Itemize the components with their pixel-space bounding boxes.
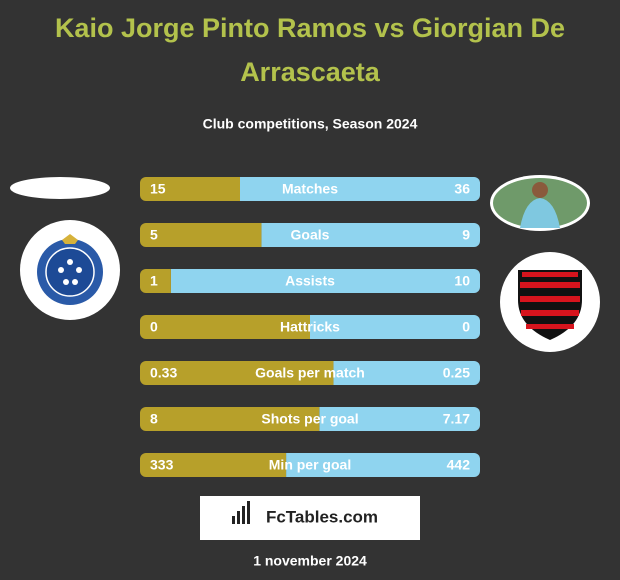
right-value: 9 (462, 227, 470, 243)
bar-group (140, 361, 480, 385)
bar-group (140, 223, 480, 247)
bar-group (140, 269, 480, 293)
right-club-logo (500, 252, 600, 352)
left-bar (140, 177, 240, 201)
right-value: 7.17 (443, 411, 470, 427)
right-bar (261, 223, 480, 247)
stat-label: Goals (291, 227, 330, 243)
left-value: 8 (150, 411, 158, 427)
left-value: 5 (150, 227, 158, 243)
left-bar (140, 269, 171, 293)
right-value: 36 (454, 181, 470, 197)
left-value: 0 (150, 319, 158, 335)
right-bar (319, 407, 480, 431)
title: Kaio Jorge Pinto Ramos vs Giorgian De Ar… (54, 13, 566, 87)
stat-label: Hattricks (280, 319, 340, 335)
right-value: 0 (462, 319, 470, 335)
stat-label: Shots per goal (261, 411, 358, 427)
right-value: 0.25 (443, 365, 470, 381)
stat-row: 333 442 Min per goal (140, 453, 480, 477)
stat-label: Matches (282, 181, 338, 197)
stat-row: 0.33 0.25 Goals per match (140, 361, 480, 385)
brand-box (200, 496, 420, 540)
right-value: 10 (454, 273, 470, 289)
left-bar (140, 315, 310, 339)
right-bar (286, 453, 480, 477)
brand-icon (232, 501, 250, 524)
canvas: Club competitions, Season 2024 15 36Match… (10, 116, 600, 569)
right-bar (170, 269, 480, 293)
stat-row: 15 36 Matches (140, 177, 480, 201)
bar-group (140, 315, 480, 339)
left-bar (140, 407, 320, 431)
stat-label: Assists (285, 273, 335, 289)
stat-label: Goals per match (255, 365, 365, 381)
left-value: 0.33 (150, 365, 177, 381)
bar-group (140, 407, 480, 431)
stat-row: 1 10 Assists (140, 269, 480, 293)
bar-group (140, 177, 480, 201)
left-bar (140, 361, 334, 385)
left-club-logo (20, 220, 120, 320)
player-photo (490, 175, 590, 231)
stat-row: 5 9 Goals (140, 223, 480, 247)
right-bar (310, 315, 480, 339)
stat-label: Min per goal (269, 457, 351, 473)
right-bar (333, 361, 480, 385)
brand: FcTables.com (266, 507, 378, 526)
left-value: 333 (150, 457, 174, 473)
bar-group (140, 453, 480, 477)
left-badge-placeholder (10, 177, 110, 199)
date: 1 november 2024 (253, 553, 367, 569)
subtitle: Club competitions, Season 2024 (203, 116, 418, 132)
right-value: 442 (447, 457, 471, 473)
stat-row: 0 0 Hattricks (140, 315, 480, 339)
left-value: 1 (150, 273, 158, 289)
left-bar (140, 453, 287, 477)
right-bar (240, 177, 480, 201)
left-bar (140, 223, 262, 247)
left-value: 15 (150, 181, 166, 197)
stat-row: 8 7.17 Shots per goal (140, 407, 480, 431)
